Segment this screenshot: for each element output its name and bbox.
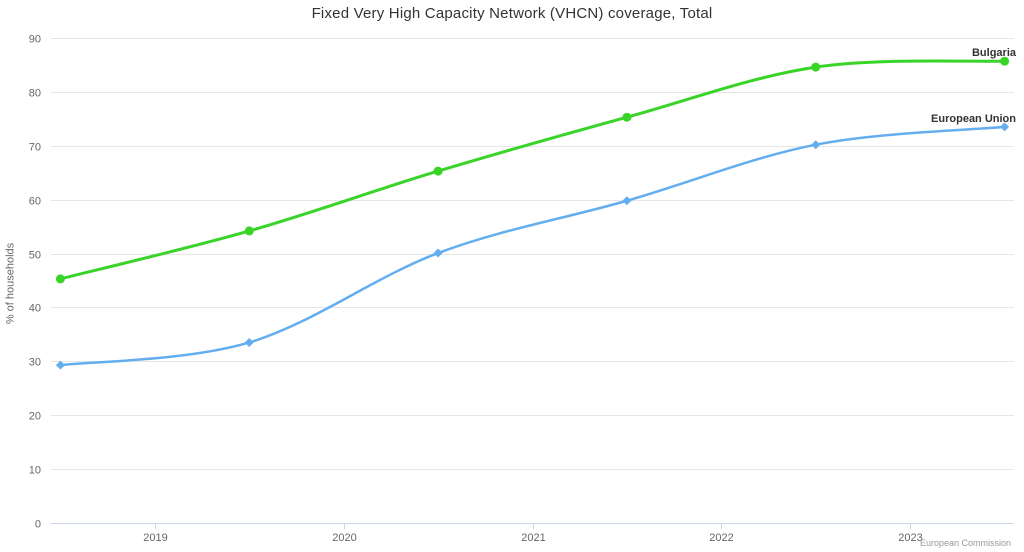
data-point-bulgaria-5[interactable]	[1000, 56, 1010, 66]
data-point-bulgaria-1[interactable]	[244, 226, 254, 236]
series-line-bulgaria	[58, 59, 1007, 281]
y-tick-label-30: 30	[29, 357, 41, 369]
y-tick-label-70: 70	[29, 142, 41, 154]
x-tick-label-2021: 2021	[521, 532, 545, 544]
data-point-european-union-5[interactable]	[1000, 122, 1010, 132]
x-tick-label-2019: 2019	[143, 532, 167, 544]
data-point-bulgaria-0[interactable]	[55, 274, 65, 284]
series-label-bulgaria: Bulgaria	[972, 47, 1017, 59]
y-tick-label-0: 0	[35, 519, 41, 531]
data-point-european-union-3[interactable]	[622, 196, 632, 206]
y-tick-label-60: 60	[29, 196, 41, 208]
y-tick-label-40: 40	[29, 303, 41, 315]
y-tick-label-10: 10	[29, 465, 41, 477]
data-point-european-union-0[interactable]	[55, 360, 65, 370]
data-point-european-union-2[interactable]	[433, 248, 443, 258]
x-tick-label-2022: 2022	[709, 532, 733, 544]
data-point-european-union-4[interactable]	[811, 140, 821, 150]
x-tick-label-2023: 2023	[898, 532, 922, 544]
data-point-bulgaria-4[interactable]	[811, 62, 821, 72]
data-point-bulgaria-3[interactable]	[622, 112, 632, 122]
x-tick-label-2020: 2020	[332, 532, 356, 544]
y-tick-label-20: 20	[29, 411, 41, 423]
y-tick-label-50: 50	[29, 250, 41, 262]
y-tick-label-80: 80	[29, 88, 41, 100]
y-axis-title: % of households	[4, 242, 17, 325]
y-tick-label-90: 90	[29, 34, 41, 46]
series-label-european-union: European Union	[931, 113, 1016, 125]
data-point-european-union-1[interactable]	[244, 337, 254, 347]
credits-link[interactable]: European Commission	[919, 538, 1011, 548]
series-line-european-union	[59, 125, 1006, 367]
data-point-bulgaria-2[interactable]	[433, 166, 443, 176]
chart-title: Fixed Very High Capacity Network (VHCN) …	[311, 5, 713, 22]
